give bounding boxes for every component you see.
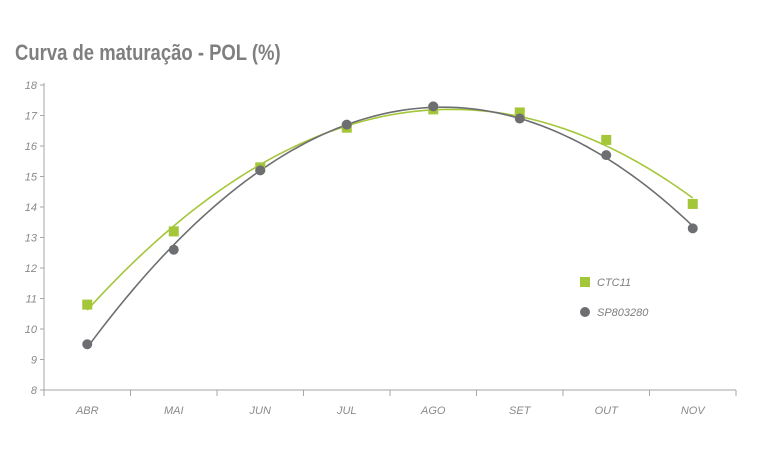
x-tick-label: ABR (75, 405, 99, 417)
trend-curve-ctc11 (86, 108, 694, 311)
data-point-ctc11 (687, 198, 698, 209)
x-tick-label: AGO (420, 405, 446, 417)
y-tick-label: 11 (26, 294, 37, 306)
data-point-sp803280 (601, 150, 612, 161)
legend-label-sp803280: SP803280 (597, 307, 649, 319)
legend-marker-ctc11 (580, 277, 590, 287)
legend-marker-sp803280 (580, 307, 590, 317)
x-tick-label: SET (509, 405, 532, 417)
data-point-sp803280 (82, 339, 93, 350)
data-point-sp803280 (168, 244, 179, 255)
axes: 8 9 10 11 12 13 14 15 16 17 18 ABR MAI JUN JUL AGO SET OU… (25, 80, 737, 417)
y-tick-label: 10 (25, 324, 38, 336)
data-point-sp803280 (687, 223, 698, 234)
data-point-sp803280 (255, 165, 266, 176)
y-tick-label: 18 (25, 80, 38, 92)
data-point-ctc11 (168, 226, 179, 237)
x-tick-label: OUT (595, 405, 620, 417)
y-tick-label: 14 (25, 202, 37, 214)
x-tick-label: MAI (164, 405, 184, 417)
chart-title: Curva de maturação - POL (%) (15, 40, 281, 65)
y-tick-label: 9 (31, 355, 37, 367)
y-tick-label: 17 (25, 111, 38, 123)
data-point-sp803280 (341, 119, 352, 130)
trend-curve-sp803280 (86, 106, 694, 349)
data-point-ctc11 (82, 299, 93, 310)
data-point-ctc11 (514, 107, 525, 118)
legend: CTC11 SP803280 (580, 277, 649, 319)
y-tick-label: 16 (25, 141, 38, 153)
y-tick-label: 8 (31, 385, 38, 397)
x-tick-label: JUN (249, 405, 271, 417)
x-tick-label: JUL (336, 405, 357, 417)
data-point-sp803280 (428, 101, 439, 112)
data-points (82, 101, 698, 350)
y-tick-label: 15 (25, 172, 38, 184)
y-tick-label: 12 (25, 263, 37, 275)
data-point-ctc11 (601, 134, 612, 145)
data-point-sp803280 (514, 113, 525, 124)
legend-label-ctc11: CTC11 (597, 277, 631, 289)
trend-curves (86, 106, 694, 349)
x-tick-label: NOV (681, 405, 707, 417)
y-tick-label: 13 (25, 233, 38, 245)
